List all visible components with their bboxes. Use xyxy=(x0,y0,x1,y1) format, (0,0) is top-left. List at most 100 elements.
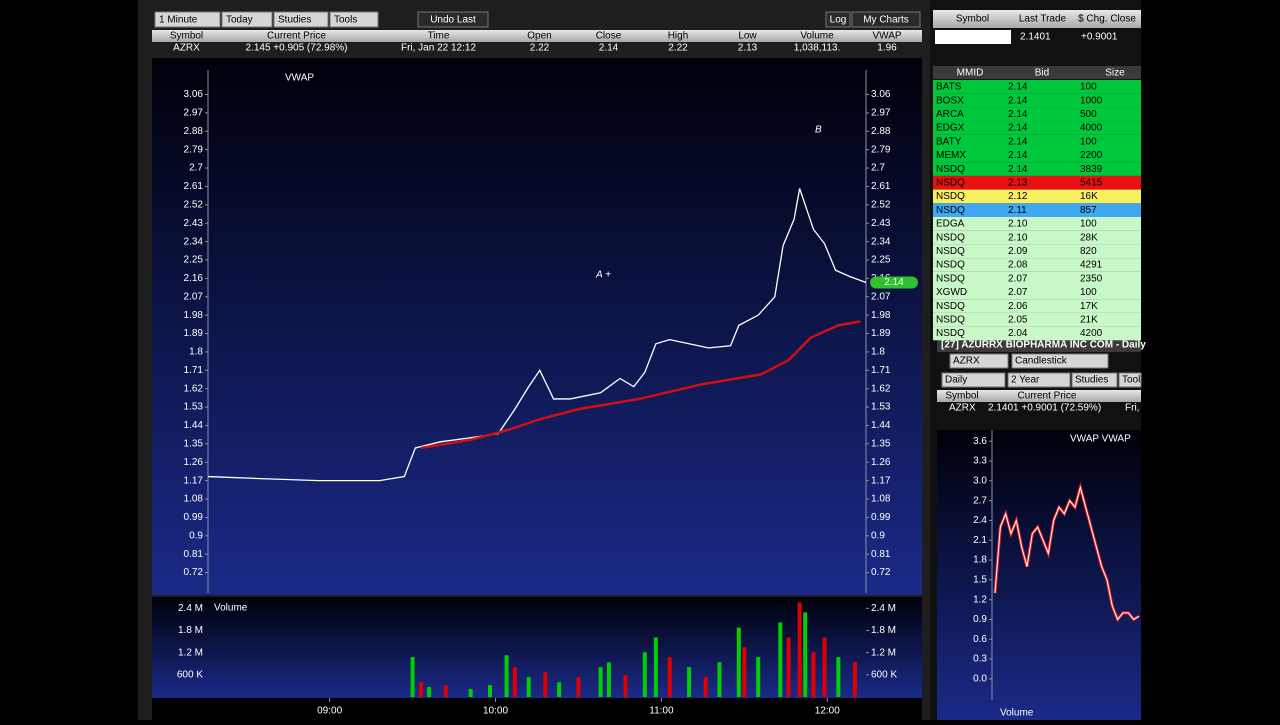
y-tick-label: 1.08 xyxy=(184,494,204,505)
book-cell: 2.14 xyxy=(1008,109,1028,120)
book-cell: 2.04 xyxy=(1008,328,1028,339)
watch-column-header: Symbol xyxy=(956,14,989,25)
daily-control[interactable] xyxy=(941,372,1006,388)
book-cell: 2.08 xyxy=(1008,260,1028,271)
book-cell: 2.12 xyxy=(1008,191,1028,202)
book-cell: NSDQ xyxy=(936,205,965,216)
book-cell: 3839 xyxy=(1080,164,1103,175)
toolbar-button-label: Undo Last xyxy=(430,15,476,26)
book-row xyxy=(933,299,1141,313)
book-cell: 16K xyxy=(1080,191,1098,202)
y-tick-label: 1.08 xyxy=(871,494,891,505)
quote-column-header: High xyxy=(668,31,689,42)
book-row xyxy=(933,312,1141,327)
book-cell: 5415 xyxy=(1080,178,1103,189)
y-tick-label: 2.7 xyxy=(189,163,203,174)
toolbar-button[interactable] xyxy=(825,11,851,28)
book-cell: NSDQ xyxy=(936,178,965,189)
volume-bar xyxy=(653,637,658,697)
toolbar-button[interactable] xyxy=(417,11,489,28)
y-tick-label: 0.81 xyxy=(871,549,891,560)
y-tick-label: 0.72 xyxy=(184,567,204,578)
y-tick-label: 0.9 xyxy=(189,530,203,541)
watch-value: 2.1401 xyxy=(1020,32,1051,43)
volume-bar xyxy=(557,682,562,697)
watch-column-header: Last Trade xyxy=(1019,14,1067,25)
daily-control[interactable] xyxy=(1011,353,1109,369)
current-price-label: 2.14 xyxy=(884,277,904,288)
y-tick-label: 0.9 xyxy=(973,614,987,625)
volume-bar xyxy=(852,662,857,697)
series-line xyxy=(420,320,861,450)
y-tick-label: 1.35 xyxy=(184,439,204,450)
volume-bar xyxy=(468,689,473,697)
book-row xyxy=(933,121,1141,135)
toolbar-button-label: Log xyxy=(830,15,847,26)
volume-bar xyxy=(543,672,548,697)
book-cell: EDGA xyxy=(936,219,965,230)
quote-value: 2.14 xyxy=(599,43,619,54)
toolbar-button-label: Studies xyxy=(278,15,311,26)
book-cell: 2.11 xyxy=(1008,205,1027,216)
y-tick-label: 1.53 xyxy=(871,402,891,413)
toolbar-button[interactable] xyxy=(851,11,921,28)
daily-control[interactable] xyxy=(1007,372,1071,388)
daily-control[interactable] xyxy=(1118,372,1142,388)
book-cell: NSDQ xyxy=(936,315,965,326)
book-cell: 2.14 xyxy=(1008,82,1028,93)
symbol-input[interactable] xyxy=(935,30,1011,44)
book-cell: MEMX xyxy=(936,150,966,161)
y-tick-label: 2.07 xyxy=(871,291,891,302)
book-cell: NSDQ xyxy=(936,246,965,257)
volume-bar xyxy=(778,622,783,697)
toolbar-button[interactable] xyxy=(221,11,273,28)
book-row xyxy=(933,244,1141,259)
book-cell: 2200 xyxy=(1080,150,1103,161)
y-tick-label: 3.06 xyxy=(184,89,204,100)
book-cell: 2.14 xyxy=(1008,123,1028,134)
daily-quote-value: Fri, xyxy=(1125,403,1139,414)
y-tick-label: 2.43 xyxy=(871,218,891,229)
toolbar-button-label: Tools xyxy=(334,15,357,26)
y-tick-label: 1.2 M xyxy=(871,647,896,658)
series-line xyxy=(207,188,867,482)
annotation: B xyxy=(815,125,822,136)
daily-control[interactable] xyxy=(949,353,1009,369)
volume-bar xyxy=(526,677,531,697)
y-tick-label: 1.8 M xyxy=(871,625,896,636)
toolbar-button[interactable] xyxy=(273,11,329,28)
volume-bar xyxy=(576,677,581,697)
y-tick-label: 1.62 xyxy=(871,383,891,394)
daily-title: [27] AZURRX BIOPHARMA INC COM - Daily xyxy=(941,340,1146,351)
volume-bar xyxy=(443,685,448,697)
toolbar-button[interactable] xyxy=(154,11,221,28)
y-tick-label: 2.79 xyxy=(871,144,891,155)
panel-title: Volume xyxy=(214,603,248,614)
quote-value: 1.96 xyxy=(877,43,897,54)
y-tick-label: 0.99 xyxy=(871,512,891,523)
book-cell: NSDQ xyxy=(936,328,965,339)
book-cell: 4200 xyxy=(1080,328,1103,339)
daily-control-label: AZRX xyxy=(953,356,980,367)
watch-column-header: $ Chg. Close xyxy=(1078,14,1136,25)
book-cell: 2350 xyxy=(1080,273,1103,284)
book-cell: 17K xyxy=(1080,301,1098,312)
y-tick-label: 2.07 xyxy=(184,291,204,302)
y-tick-label: 3.3 xyxy=(973,456,987,467)
book-cell: NSDQ xyxy=(936,191,965,202)
book-row xyxy=(933,217,1141,231)
volume-bar xyxy=(667,657,672,697)
toolbar-button[interactable] xyxy=(329,11,379,28)
book-cell: 2.10 xyxy=(1008,219,1028,230)
y-tick-label: 0.3 xyxy=(973,654,987,665)
content: 1 Minute Today Studies Tools Undo Last Log My … xyxy=(152,10,1146,719)
book-cell: 4000 xyxy=(1080,123,1103,134)
book-column-header: Size xyxy=(1105,68,1125,79)
y-tick-label: 600 K xyxy=(177,669,203,680)
volume-bar xyxy=(606,662,611,697)
daily-line xyxy=(994,485,1140,621)
daily-title-bar xyxy=(937,338,1141,352)
y-tick-label: 3.6 xyxy=(973,436,987,447)
daily-control[interactable] xyxy=(1071,372,1118,388)
volume-bar xyxy=(512,667,517,697)
